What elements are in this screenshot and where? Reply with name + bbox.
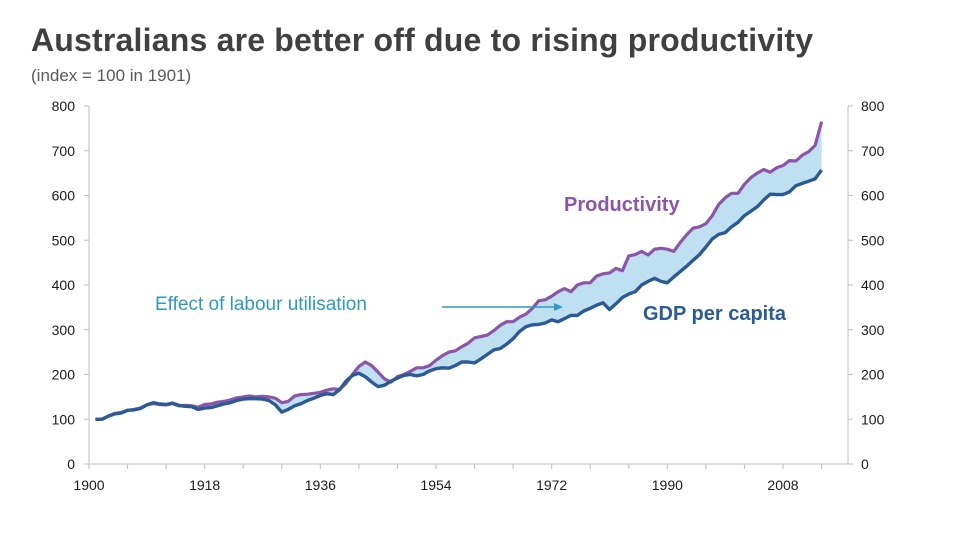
productivity-label: Productivity [564, 194, 680, 216]
annotations-layer: Productivity GDP per capita Effect of la… [155, 194, 787, 325]
gdp-per-capita-label: GDP per capita [643, 303, 787, 325]
x-tick-label: 1936 [305, 477, 336, 493]
left-y-tick-label: 500 [52, 232, 76, 248]
right-y-tick-label: 400 [861, 277, 885, 293]
chart-subtitle: (index = 100 in 1901) [31, 66, 192, 85]
x-tick-label: 1972 [536, 477, 567, 493]
left-y-tick-label: 300 [52, 322, 76, 338]
right-y-tick-label: 0 [861, 456, 869, 472]
x-tick-label: 1918 [189, 477, 220, 493]
x-tick-label: 1990 [652, 477, 683, 493]
left-y-tick-label: 400 [52, 277, 76, 293]
labour-utilisation-shaded-area [95, 121, 822, 420]
series-lines-layer [95, 121, 824, 421]
shaded-region-layer [95, 121, 822, 420]
right-y-tick-label: 800 [861, 98, 885, 114]
right-y-tick-label: 300 [861, 322, 885, 338]
chart-title: Australians are better off due to rising… [31, 22, 814, 58]
left-y-tick-label: 100 [52, 411, 76, 427]
x-tick-label: 2008 [767, 477, 798, 493]
left-y-tick-label: 800 [52, 98, 76, 114]
right-y-tick-label: 600 [861, 188, 885, 204]
labour-utilisation-label: Effect of labour utilisation [155, 294, 367, 315]
x-tick-label: 1954 [420, 477, 451, 493]
right-y-tick-label: 100 [861, 411, 885, 427]
axes-layer [88, 106, 849, 465]
right-y-tick-label: 700 [861, 143, 885, 159]
right-y-tick-label: 500 [861, 232, 885, 248]
left-y-tick-label: 600 [52, 188, 76, 204]
x-tick-label: 1900 [73, 477, 104, 493]
productivity-series-line [95, 121, 824, 421]
ticks-layer: 0 0 100 100 200 200 300 300 400 400 500 500 600 600 70… [52, 98, 885, 493]
left-y-tick-label: 700 [52, 143, 76, 159]
left-y-tick-label: 0 [67, 456, 75, 472]
gdp-per-capita-series-line [95, 168, 823, 421]
annotation-arrow-head [554, 303, 563, 311]
left-y-tick-label: 200 [52, 367, 76, 383]
right-y-tick-label: 200 [861, 367, 885, 383]
